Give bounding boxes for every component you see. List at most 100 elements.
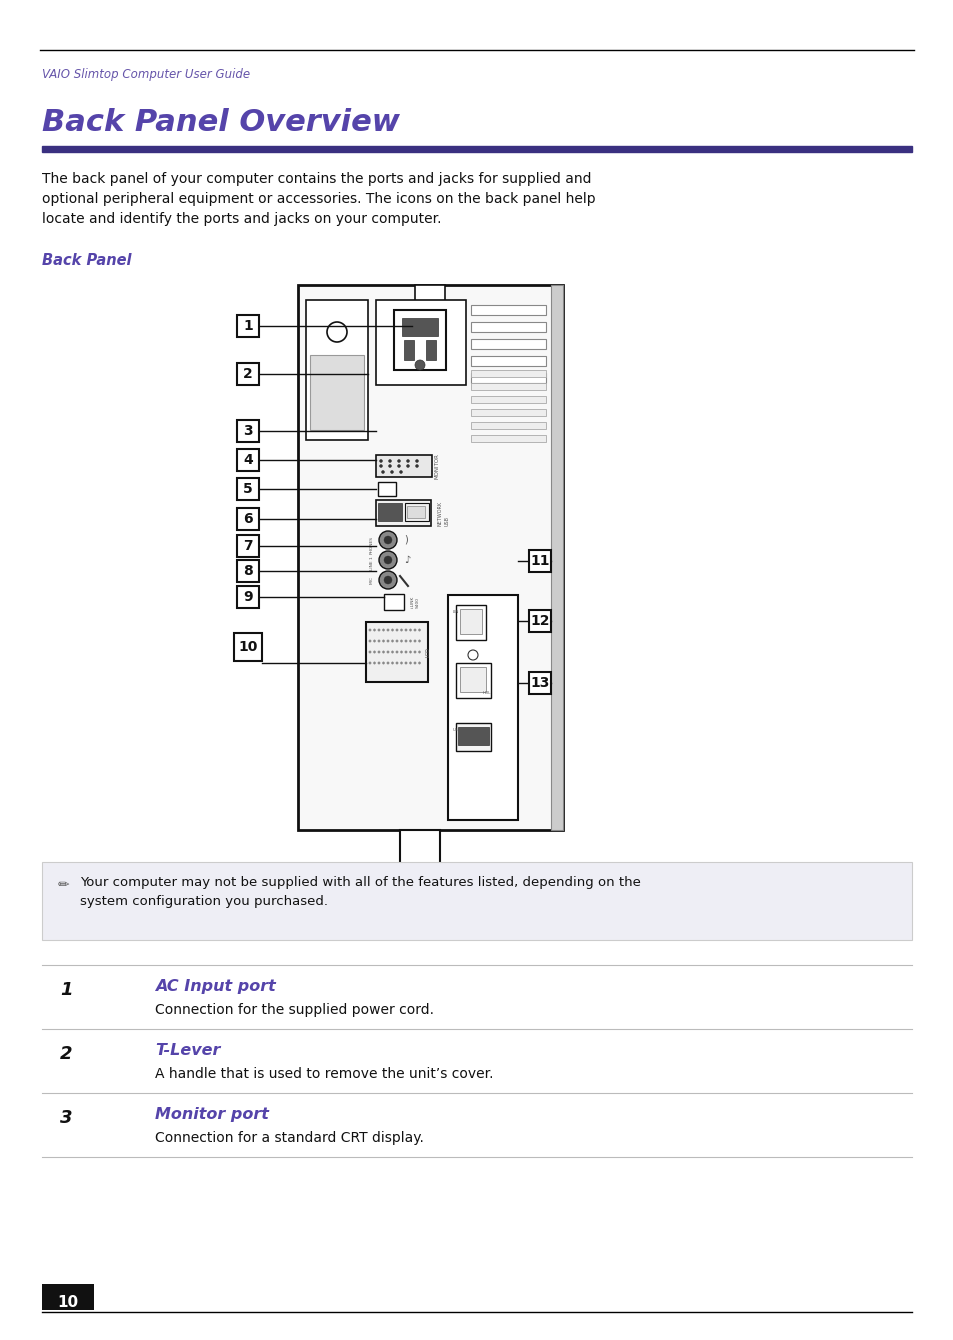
Text: 8: 8 — [243, 564, 253, 578]
Text: HOL: HOL — [482, 691, 491, 695]
Bar — [394, 310, 446, 370]
Ellipse shape — [386, 639, 389, 642]
Ellipse shape — [377, 662, 380, 665]
Bar — [471, 436, 545, 442]
Text: Your computer may not be supplied with all of the features listed, depending on : Your computer may not be supplied with a… — [80, 876, 640, 909]
Bar — [377, 502, 401, 521]
Bar — [426, 340, 436, 360]
Text: 2: 2 — [243, 367, 253, 381]
Text: LIN: LIN — [453, 610, 459, 614]
Text: Connection for the supplied power cord.: Connection for the supplied power cord. — [154, 1004, 434, 1017]
Text: 12: 12 — [530, 614, 549, 628]
Bar — [310, 355, 364, 430]
Ellipse shape — [414, 662, 416, 665]
Bar — [236, 508, 258, 531]
Ellipse shape — [330, 896, 510, 914]
Text: Back Panel: Back Panel — [42, 253, 132, 268]
Bar — [529, 610, 551, 632]
Ellipse shape — [384, 536, 392, 544]
Ellipse shape — [378, 531, 396, 549]
Ellipse shape — [377, 651, 380, 653]
Ellipse shape — [414, 639, 416, 642]
Ellipse shape — [386, 662, 389, 665]
Bar — [456, 663, 491, 698]
Ellipse shape — [395, 628, 397, 631]
Ellipse shape — [378, 551, 396, 570]
Bar — [471, 339, 545, 348]
Text: ✏: ✏ — [58, 878, 70, 892]
Ellipse shape — [417, 651, 420, 653]
Ellipse shape — [382, 628, 384, 631]
Bar — [551, 285, 562, 829]
Ellipse shape — [388, 465, 391, 468]
Ellipse shape — [417, 662, 420, 665]
Ellipse shape — [382, 662, 384, 665]
Bar — [42, 1284, 94, 1311]
Ellipse shape — [417, 639, 420, 642]
Bar — [297, 285, 562, 829]
Bar — [471, 422, 545, 429]
Text: 1: 1 — [60, 981, 72, 1000]
Bar — [457, 728, 489, 745]
Text: ♪: ♪ — [403, 555, 410, 565]
Ellipse shape — [386, 628, 389, 631]
Bar — [403, 340, 414, 360]
Text: LCD: LCD — [426, 647, 431, 657]
Bar — [236, 535, 258, 557]
Ellipse shape — [400, 628, 402, 631]
Text: VAIO Slimtop Computer User Guide: VAIO Slimtop Computer User Guide — [42, 68, 250, 80]
Ellipse shape — [384, 556, 392, 564]
Bar — [379, 866, 459, 883]
Bar — [415, 285, 444, 302]
Bar — [42, 862, 911, 939]
Bar — [375, 300, 465, 385]
Ellipse shape — [373, 651, 375, 653]
Ellipse shape — [390, 470, 393, 473]
Bar — [448, 595, 517, 820]
Text: LINE 1: LINE 1 — [370, 556, 374, 570]
Bar — [236, 363, 258, 385]
Ellipse shape — [395, 651, 397, 653]
Ellipse shape — [404, 628, 407, 631]
Text: 11: 11 — [530, 553, 549, 568]
Bar — [471, 356, 545, 366]
Ellipse shape — [377, 639, 380, 642]
Bar — [456, 724, 491, 750]
Ellipse shape — [397, 460, 400, 462]
Ellipse shape — [414, 651, 416, 653]
Text: i.LINK
S400: i.LINK S400 — [411, 596, 419, 608]
Bar — [529, 671, 551, 694]
Ellipse shape — [404, 651, 407, 653]
Ellipse shape — [468, 650, 477, 661]
Ellipse shape — [415, 360, 424, 370]
Bar — [401, 318, 437, 336]
Text: 4: 4 — [243, 453, 253, 468]
Bar — [236, 478, 258, 500]
Text: 10: 10 — [57, 1294, 78, 1311]
Ellipse shape — [369, 639, 371, 642]
Ellipse shape — [369, 628, 371, 631]
Text: The back panel of your computer contains the ports and jacks for supplied and
op: The back panel of your computer contains… — [42, 172, 595, 226]
Text: 6: 6 — [243, 512, 253, 527]
Text: Connection for a standard CRT display.: Connection for a standard CRT display. — [154, 1131, 423, 1144]
Ellipse shape — [327, 322, 347, 342]
Ellipse shape — [391, 628, 394, 631]
Ellipse shape — [391, 662, 394, 665]
Ellipse shape — [404, 639, 407, 642]
Bar — [471, 306, 545, 315]
Text: AC Input port: AC Input port — [154, 980, 275, 994]
Ellipse shape — [381, 470, 384, 473]
Text: 13: 13 — [530, 675, 549, 690]
Ellipse shape — [416, 465, 418, 468]
Ellipse shape — [399, 470, 402, 473]
Ellipse shape — [382, 639, 384, 642]
Ellipse shape — [377, 628, 380, 631]
Text: 7: 7 — [243, 539, 253, 553]
Bar — [459, 608, 481, 634]
Bar — [407, 507, 424, 519]
Bar — [471, 397, 545, 403]
Bar — [471, 322, 545, 332]
Bar — [384, 594, 403, 610]
Ellipse shape — [382, 651, 384, 653]
Ellipse shape — [400, 651, 402, 653]
